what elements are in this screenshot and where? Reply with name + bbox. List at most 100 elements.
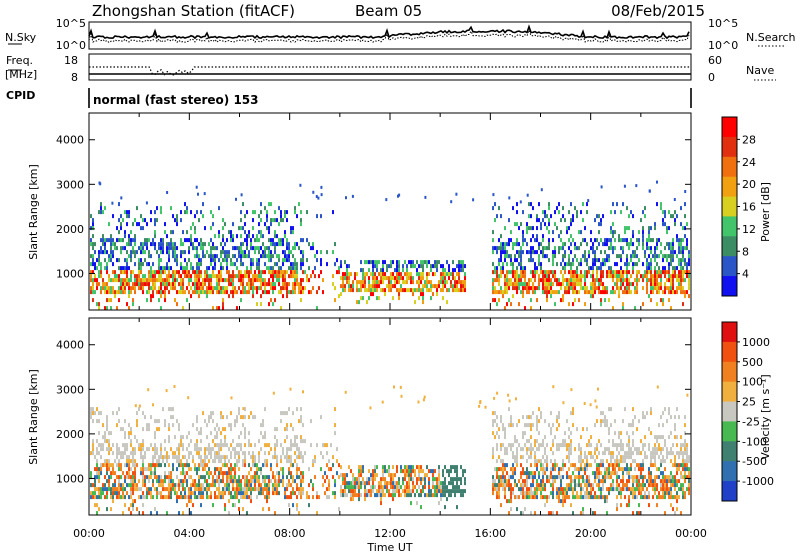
power-cell <box>302 262 304 266</box>
velocity-cell <box>368 477 370 481</box>
power-cell <box>618 254 620 258</box>
power-cell <box>144 238 146 242</box>
power-cell <box>530 278 532 282</box>
velocity-cell <box>432 477 434 481</box>
velocity-cell <box>242 491 244 495</box>
power-cell <box>104 238 106 242</box>
power-cell <box>90 254 92 258</box>
velocity-cell <box>124 487 126 491</box>
velocity-cell <box>420 493 422 497</box>
power-cell <box>198 258 200 262</box>
power-cell <box>630 210 632 214</box>
power-cell <box>302 250 304 254</box>
velocity-cell <box>340 473 342 477</box>
power-cell <box>444 284 446 288</box>
power-cell <box>246 274 248 278</box>
velocity-cell <box>552 495 554 499</box>
power-cell <box>102 210 104 214</box>
power-cell <box>270 274 272 278</box>
velocity-cell <box>244 435 246 439</box>
power-cell <box>248 286 250 290</box>
power-cell <box>506 250 508 254</box>
power-cell <box>204 274 206 278</box>
velocity-cell <box>440 485 442 489</box>
power-cell <box>654 226 656 230</box>
velocity-cell <box>164 455 166 459</box>
velocity-cell <box>424 473 426 477</box>
power-cell <box>500 242 502 246</box>
power-cell <box>520 246 522 250</box>
power-cell <box>184 258 186 262</box>
power-cell <box>274 270 276 274</box>
power-cell <box>520 258 522 262</box>
velocity-cell <box>124 503 126 507</box>
velocity-cell <box>446 485 448 489</box>
velocity-cell <box>158 475 160 479</box>
power-cell <box>366 300 368 304</box>
power-cell <box>460 284 462 288</box>
velocity-cell <box>584 463 586 467</box>
power-cell <box>182 286 184 290</box>
velocity-cell <box>202 467 204 471</box>
power-cell <box>548 218 550 222</box>
velocity-cell <box>220 415 222 419</box>
power-cell <box>554 278 556 282</box>
power-cell <box>442 268 444 272</box>
velocity-cell <box>510 467 512 471</box>
power-cell <box>134 290 136 294</box>
power-cell <box>198 278 200 282</box>
velocity-cell <box>140 467 142 471</box>
power-cell <box>406 264 408 268</box>
velocity-cell <box>286 423 288 427</box>
power-cell <box>236 258 238 262</box>
velocity-cell <box>150 487 152 491</box>
power-cell <box>276 242 278 246</box>
power-cell <box>640 218 642 222</box>
velocity-cell <box>264 495 266 499</box>
power-cell <box>548 282 550 286</box>
power-cell <box>462 288 464 292</box>
power-cell <box>202 286 204 290</box>
power-cell <box>104 290 106 294</box>
power-cell <box>348 284 350 288</box>
power-cell <box>130 274 132 278</box>
power-cell <box>608 246 610 250</box>
power-cell <box>586 290 588 294</box>
power-cell <box>222 234 224 238</box>
power-cell <box>602 274 604 278</box>
velocity-cell <box>516 507 518 511</box>
velocity-cell <box>314 455 316 459</box>
power-cell <box>140 278 142 282</box>
power-cell <box>686 290 688 294</box>
velocity-cell <box>524 479 526 483</box>
power-cell <box>272 254 274 258</box>
velocity-cell <box>266 443 268 447</box>
power-cell <box>238 278 240 282</box>
power-cell <box>680 222 682 226</box>
velocity-cell <box>500 415 502 419</box>
velocity-cell <box>230 495 232 499</box>
velocity-cell <box>174 483 176 487</box>
velocity-cell <box>598 487 600 491</box>
velocity-cell <box>498 467 500 471</box>
power-cell <box>282 274 284 278</box>
velocity-cell <box>268 507 270 511</box>
velocity-cell <box>516 447 518 451</box>
velocity-cell <box>450 481 452 485</box>
power-cell <box>636 238 638 242</box>
power-cell <box>546 214 548 218</box>
power-cell <box>624 230 626 234</box>
cpid-text: normal (fast stereo) 153 <box>93 93 259 107</box>
power-cell <box>636 282 638 286</box>
power-cell <box>676 290 678 294</box>
power-cell <box>638 278 640 282</box>
velocity-cell <box>164 419 166 423</box>
power-cell <box>612 290 614 294</box>
power-cell <box>516 222 518 226</box>
velocity-cell <box>422 489 424 493</box>
power-cell <box>334 298 336 302</box>
velocity-cell <box>322 443 324 447</box>
velocity-cell <box>654 483 656 487</box>
power-colorbar-segment <box>722 236 737 256</box>
power-cell <box>154 218 156 222</box>
